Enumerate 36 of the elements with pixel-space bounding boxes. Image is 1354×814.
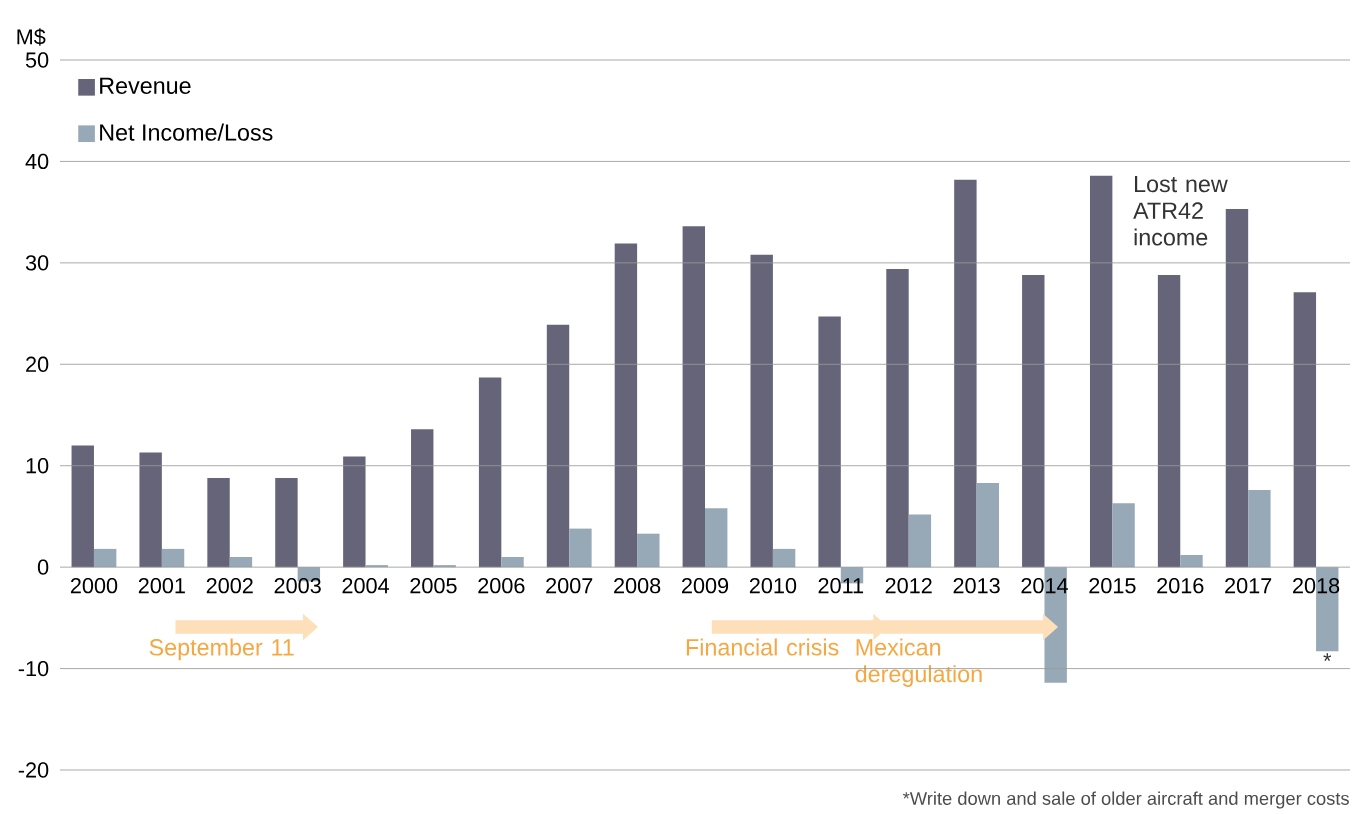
y-axis-title: M$ <box>17 28 46 46</box>
x-tick-label: 2008 <box>614 578 661 594</box>
x-tick-label: 2004 <box>342 578 389 594</box>
x-tick-label: 2007 <box>546 578 593 594</box>
x-tick-label: 2014 <box>1021 578 1068 594</box>
text: *Write down and sale of older aircraft and merger costs <box>902 791 1349 809</box>
x-tick-label: 2018 <box>1293 578 1340 594</box>
legend-label: Revenue <box>100 77 191 94</box>
x-tick-label: 2012 <box>885 578 932 594</box>
y-tick-label: -20 <box>18 762 49 778</box>
y-tick-label: 40 <box>25 153 49 170</box>
x-tick-label: 2002 <box>206 578 253 594</box>
x-tick-label: 2016 <box>1157 578 1204 594</box>
annotation: Lost new ATR42 income <box>1133 175 1228 246</box>
x-tick-label: 2003 <box>274 578 321 594</box>
y-tick-label: 20 <box>26 356 49 372</box>
annotation: September 11 <box>149 638 294 661</box>
x-tick-label: 2010 <box>749 578 797 594</box>
x-tick-label: 2000 <box>70 578 118 594</box>
annotation: Mexican deregulation <box>855 638 982 687</box>
y-tick-label: 30 <box>25 255 49 271</box>
annotation: Financial crisis <box>686 638 839 656</box>
y-tick-label: -10 <box>18 660 49 677</box>
x-tick-label: 2001 <box>138 578 185 594</box>
annotation: * <box>1323 653 1332 661</box>
y-tick-label: 0 <box>37 559 49 575</box>
x-tick-label: 2015 <box>1089 578 1136 594</box>
x-tick-label: 2009 <box>682 578 729 594</box>
x-tick-label: 2013 <box>953 578 1000 594</box>
x-tick-label: 2017 <box>1225 578 1272 594</box>
legend-label: Net Income/Loss <box>100 123 273 141</box>
y-tick-label: 50 <box>25 52 49 68</box>
x-tick-label: 2006 <box>478 578 525 594</box>
x-tick-label: 2011 <box>818 578 864 594</box>
y-tick-label: 10 <box>26 458 49 474</box>
x-tick-label: 2005 <box>410 578 457 594</box>
